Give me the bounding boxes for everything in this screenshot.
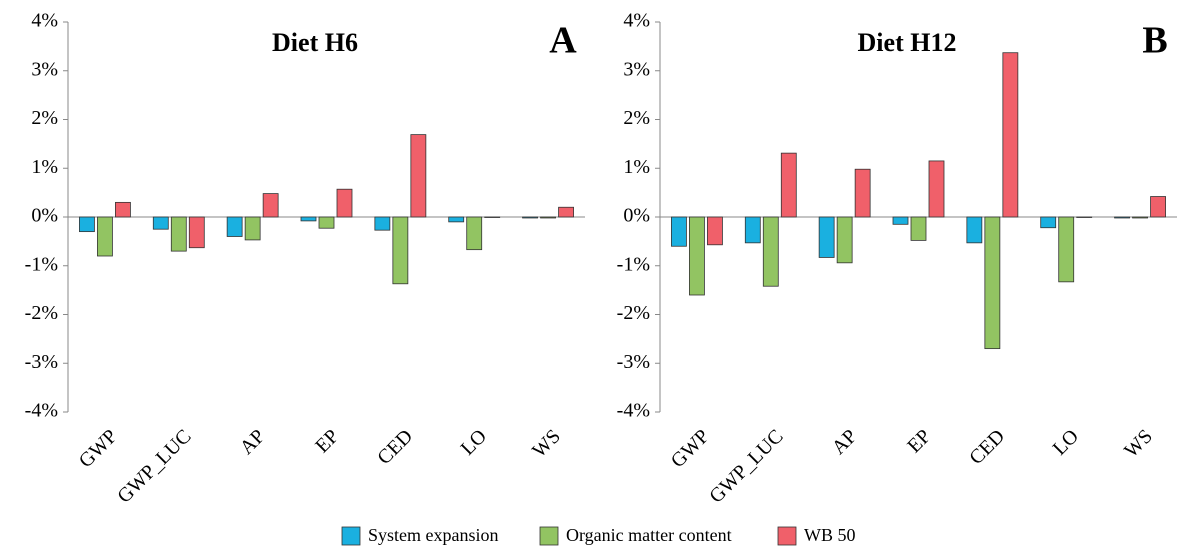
x-tick-label: CED — [373, 425, 417, 469]
legend-label: System expansion — [368, 525, 499, 545]
panel-label: B — [1142, 20, 1167, 62]
bar — [336, 188, 353, 218]
bar — [854, 168, 871, 218]
chart-title: Diet H12 — [858, 28, 957, 57]
y-tick-label: 2% — [31, 107, 58, 129]
x-tick-label: GWP — [667, 425, 714, 472]
y-tick-label: -4% — [25, 400, 58, 422]
y-tick-label: 3% — [623, 58, 650, 80]
bar — [1114, 216, 1130, 219]
bar — [818, 216, 835, 258]
x-tick-label: EP — [903, 425, 935, 457]
bar — [410, 134, 427, 218]
bar — [744, 216, 761, 244]
x-tick-label: GWP_LUC — [705, 425, 787, 507]
y-tick-label: 4% — [623, 10, 650, 32]
bar — [484, 216, 501, 218]
bar — [115, 201, 131, 218]
bar — [910, 216, 927, 241]
y-tick-label: 4% — [31, 10, 58, 32]
legend-swatch — [777, 526, 797, 546]
bar — [522, 216, 538, 219]
bar — [1150, 196, 1166, 218]
bar — [152, 216, 169, 230]
y-tick-label: -3% — [617, 351, 650, 373]
bar — [1040, 216, 1057, 229]
bar — [466, 216, 483, 251]
y-tick-label: 1% — [31, 156, 58, 178]
bar — [762, 216, 779, 287]
x-tick-label: CED — [965, 425, 1009, 469]
x-tick-label: LO — [457, 425, 491, 459]
bar — [836, 216, 853, 264]
bar — [448, 216, 465, 223]
bar — [1132, 216, 1148, 219]
bar — [392, 216, 409, 285]
y-tick-label: -2% — [25, 302, 58, 324]
y-tick-label: -3% — [25, 351, 58, 373]
bar — [707, 216, 723, 246]
bar — [170, 216, 187, 252]
bar — [188, 216, 205, 249]
bar — [671, 216, 687, 247]
bar — [79, 216, 95, 233]
bar — [300, 216, 317, 222]
bar — [966, 216, 983, 244]
y-tick-label: 3% — [31, 58, 58, 80]
x-tick-label: EP — [311, 425, 343, 457]
legend-label: WB 50 — [804, 525, 856, 545]
panel-label: A — [549, 20, 577, 62]
y-tick-label: 0% — [31, 205, 58, 227]
y-tick-label: 2% — [623, 107, 650, 129]
x-tick-label: GWP — [75, 425, 122, 472]
bar — [780, 152, 797, 218]
bar — [262, 193, 279, 218]
bar — [318, 216, 335, 229]
x-tick-label: WS — [1120, 425, 1157, 462]
chart-title: Diet H6 — [272, 28, 358, 57]
x-tick-label: AP — [828, 425, 862, 459]
legend-label: Organic matter content — [566, 525, 732, 545]
bar — [928, 160, 945, 218]
bar — [97, 216, 113, 257]
bar — [244, 216, 261, 241]
y-tick-label: 1% — [623, 156, 650, 178]
bar — [1002, 52, 1019, 218]
bar — [1058, 216, 1075, 283]
bar — [689, 216, 705, 296]
y-tick-label: -1% — [617, 253, 650, 275]
bar — [558, 206, 574, 218]
x-tick-label: LO — [1049, 425, 1083, 459]
y-tick-label: 0% — [623, 205, 650, 227]
bar — [892, 216, 909, 225]
y-tick-label: -1% — [25, 253, 58, 275]
legend-swatch — [539, 526, 559, 546]
x-tick-label: WS — [528, 425, 565, 462]
bar — [374, 216, 391, 231]
legend-swatch — [341, 526, 361, 546]
x-tick-label: AP — [236, 425, 270, 459]
bar — [1076, 216, 1093, 218]
y-tick-label: -2% — [617, 302, 650, 324]
bar — [540, 216, 556, 219]
bar — [226, 216, 243, 237]
y-tick-label: -4% — [617, 400, 650, 422]
bar — [984, 216, 1001, 350]
x-tick-label: GWP_LUC — [113, 425, 195, 507]
